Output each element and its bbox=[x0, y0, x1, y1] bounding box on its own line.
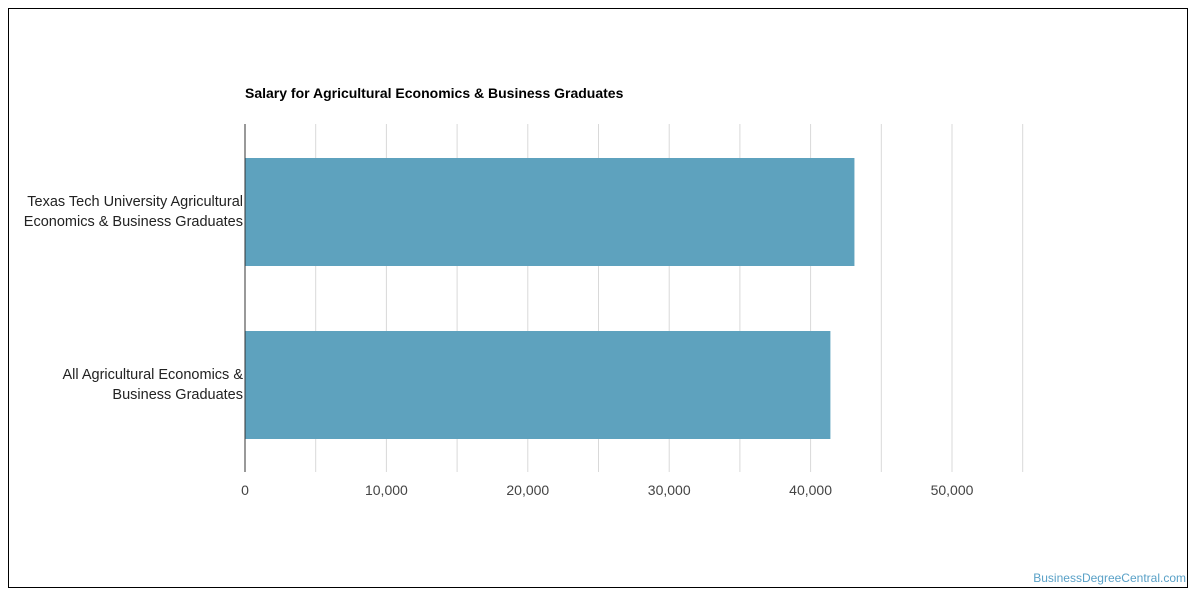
x-tick-label: 50,000 bbox=[931, 482, 974, 498]
category-label-line: Texas Tech University Agricultural bbox=[27, 194, 243, 210]
x-tick-label: 0 bbox=[241, 482, 249, 498]
x-tick-label: 40,000 bbox=[789, 482, 832, 498]
x-axis-ticks: 0 10,000 20,000 30,000 40,000 50,000 bbox=[241, 482, 974, 498]
bar-0 bbox=[245, 158, 855, 266]
category-label-line: Economics & Business Graduates bbox=[23, 214, 243, 230]
category-label-line: All Agricultural Economics & bbox=[62, 367, 243, 383]
x-tick-label: 30,000 bbox=[648, 482, 691, 498]
x-tick-label: 10,000 bbox=[365, 482, 408, 498]
x-tick-label: 20,000 bbox=[506, 482, 549, 498]
chart-title: Salary for Agricultural Economics & Busi… bbox=[245, 85, 624, 101]
watermark-link[interactable]: BusinessDegreeCentral.com bbox=[1033, 571, 1186, 585]
bar-1 bbox=[245, 331, 831, 439]
category-label: All Agricultural Economics & Business Gra… bbox=[3, 365, 243, 405]
bars bbox=[245, 158, 855, 439]
category-label-line: Business Graduates bbox=[112, 387, 243, 403]
category-label: Texas Tech University Agricultural Econom… bbox=[3, 192, 243, 232]
